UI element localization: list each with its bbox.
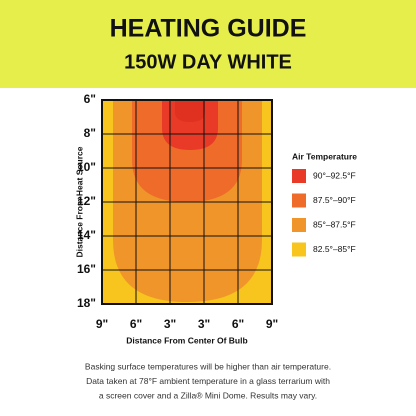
y-tick-label: 10" bbox=[77, 160, 96, 174]
y-tick-label: 8" bbox=[84, 126, 96, 140]
legend-label: 85°–87.5°F bbox=[313, 219, 356, 229]
legend-title: Air Temperature bbox=[292, 151, 357, 161]
legend-label: 90°–92.5°F bbox=[313, 170, 356, 180]
footer-line: Data taken at 78°F ambient temperature i… bbox=[86, 376, 330, 386]
x-tick-label: 6" bbox=[130, 317, 142, 331]
legend-swatch bbox=[292, 218, 306, 232]
footer-line: a screen cover and a Zilla® Mini Dome. R… bbox=[99, 390, 317, 400]
x-tick-label: 9" bbox=[96, 317, 108, 331]
y-tick-label: 12" bbox=[77, 194, 96, 208]
zone-core bbox=[175, 100, 205, 122]
y-tick-label: 6" bbox=[84, 92, 96, 106]
x-tick-label: 6" bbox=[232, 317, 244, 331]
y-tick-label: 16" bbox=[77, 262, 96, 276]
legend-swatch bbox=[292, 193, 306, 208]
header-band bbox=[0, 0, 416, 88]
subtitle: 150W DAY WHITE bbox=[124, 51, 292, 73]
title: HEATING GUIDE bbox=[110, 15, 307, 43]
footer-line: Basking surface temperatures will be hig… bbox=[85, 361, 331, 371]
legend-label: 82.5°–85°F bbox=[313, 244, 356, 254]
grid bbox=[102, 100, 272, 304]
y-tick-label: 14" bbox=[77, 228, 96, 242]
x-tick-label: 9" bbox=[266, 317, 278, 331]
y-axis-label: Distance From Heat Source bbox=[74, 146, 84, 257]
x-axis-label: Distance From Center Of Bulb bbox=[126, 335, 247, 345]
plot-border bbox=[101, 99, 273, 305]
legend-swatch bbox=[292, 169, 306, 183]
x-tick-label: 3" bbox=[164, 317, 176, 331]
legend-swatch bbox=[292, 242, 306, 257]
y-tick-label: 18" bbox=[77, 296, 96, 310]
x-tick-label: 3" bbox=[198, 317, 210, 331]
legend: 90°–92.5°F 87.5°–90°F 85°–87.5°F 82.5°–85°F bbox=[292, 169, 356, 257]
heat-map bbox=[101, 99, 273, 305]
footer: Basking surface temperatures will be hig… bbox=[85, 361, 331, 400]
legend-label: 87.5°–90°F bbox=[313, 195, 356, 205]
ticks: 6"8"10"12"14"16"18"9" 6" 3" 3" 6" 9" bbox=[77, 92, 278, 331]
